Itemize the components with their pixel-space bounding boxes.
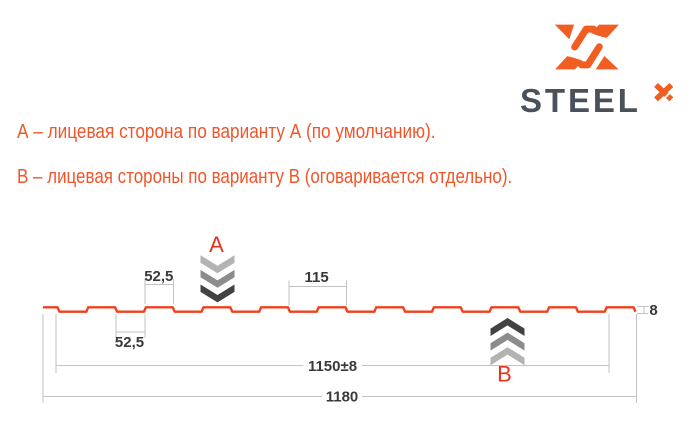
svg-text:52,5: 52,5 <box>115 334 144 351</box>
svg-text:В: В <box>497 362 512 387</box>
svg-text:115: 115 <box>304 269 328 286</box>
svg-text:52,5: 52,5 <box>144 268 173 285</box>
svg-text:1150±8: 1150±8 <box>308 358 357 375</box>
svg-text:8: 8 <box>649 302 657 319</box>
svg-text:1180: 1180 <box>326 389 359 406</box>
svg-text:А: А <box>209 232 224 257</box>
